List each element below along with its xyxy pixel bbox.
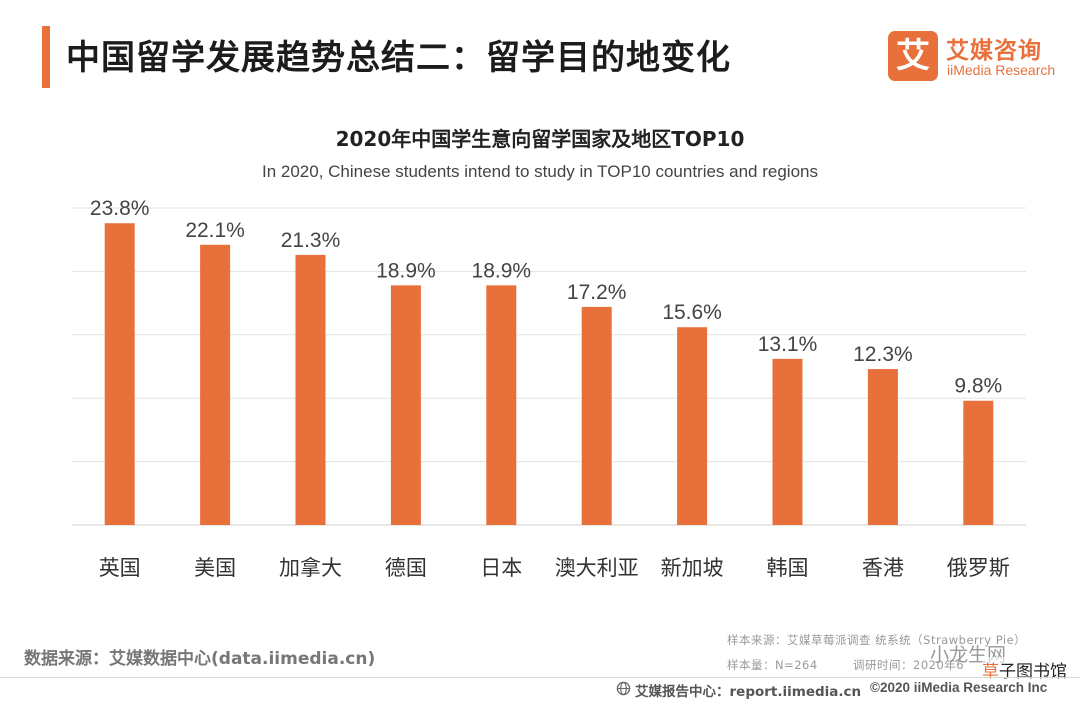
bar-4 — [390, 285, 421, 525]
report-center-link[interactable]: 艾媒报告中心：report.iimedia.cn — [635, 684, 862, 700]
category-label-10: 俄罗斯 — [947, 556, 1010, 580]
category-label-7: 新加坡 — [661, 556, 724, 580]
value-label-5: 18.9% — [472, 259, 532, 282]
value-label-6: 17.2% — [567, 281, 627, 304]
logo-icon: 艾 — [888, 31, 938, 81]
value-label-1: 23.8% — [90, 197, 150, 220]
bar-3 — [295, 254, 326, 525]
bar-9 — [867, 369, 898, 525]
logo-name-cn: 艾媒咨询 — [946, 38, 1042, 64]
category-label-1: 英国 — [99, 556, 141, 580]
value-label-10: 9.8% — [954, 375, 1002, 398]
category-label-3: 加拿大 — [279, 556, 342, 580]
category-label-8: 韩国 — [767, 556, 809, 580]
category-label-4: 德国 — [385, 556, 427, 580]
bar-8 — [772, 358, 803, 525]
bar-7 — [677, 327, 708, 525]
chart-title: 2020年中国学生意向留学国家及地区TOP10 — [335, 127, 745, 151]
chart-subtitle: In 2020, Chinese students intend to stud… — [261, 162, 818, 181]
category-label-5: 日本 — [480, 556, 522, 580]
page-title: 中国留学发展趋势总结二：留学目的地变化 — [66, 38, 731, 78]
value-label-9: 12.3% — [853, 343, 913, 366]
bar-5 — [486, 285, 517, 525]
survey-time: 调研时间：2020年6 — [853, 658, 965, 672]
brand-logo: 艾 艾媒咨询 iiMedia Research — [888, 31, 1063, 81]
watermark-library-suffix: 子图书馆 — [999, 662, 1067, 682]
bar-10 — [963, 400, 994, 525]
logo-name-en: iiMedia Research — [947, 62, 1056, 78]
bar-1 — [104, 223, 135, 525]
category-label-2: 美国 — [194, 556, 236, 580]
value-label-4: 18.9% — [376, 259, 436, 282]
value-label-7: 15.6% — [662, 301, 722, 324]
sample-size: 样本量：N=264 — [727, 658, 818, 672]
value-label-2: 22.1% — [185, 219, 245, 242]
globe-icon — [616, 681, 631, 696]
bar-chart: 23.8% 22.1% 21.3% 18.9% 18.9% 17.2% 15.6% 13.1%… — [72, 197, 1026, 580]
category-label-6: 澳大利亚 — [555, 556, 639, 580]
title-accent-bar — [42, 26, 50, 88]
watermark-library-prefix: 草 — [982, 662, 999, 682]
copyright: ©2020 iiMedia Research Inc — [870, 680, 1048, 695]
category-label-9: 香港 — [862, 556, 904, 580]
footer-divider — [0, 677, 1080, 678]
value-label-3: 21.3% — [281, 229, 341, 252]
bar-6 — [581, 306, 612, 525]
watermark-library: 草子图书馆 — [982, 657, 1067, 682]
sample-source: 样本来源：艾媒草莓派调查 统系统（Strawberry Pie） — [727, 633, 1027, 647]
value-label-8: 13.1% — [758, 333, 818, 356]
data-source: 数据来源：艾媒数据中心(data.iimedia.cn) — [24, 649, 376, 669]
bar-2 — [200, 244, 231, 525]
